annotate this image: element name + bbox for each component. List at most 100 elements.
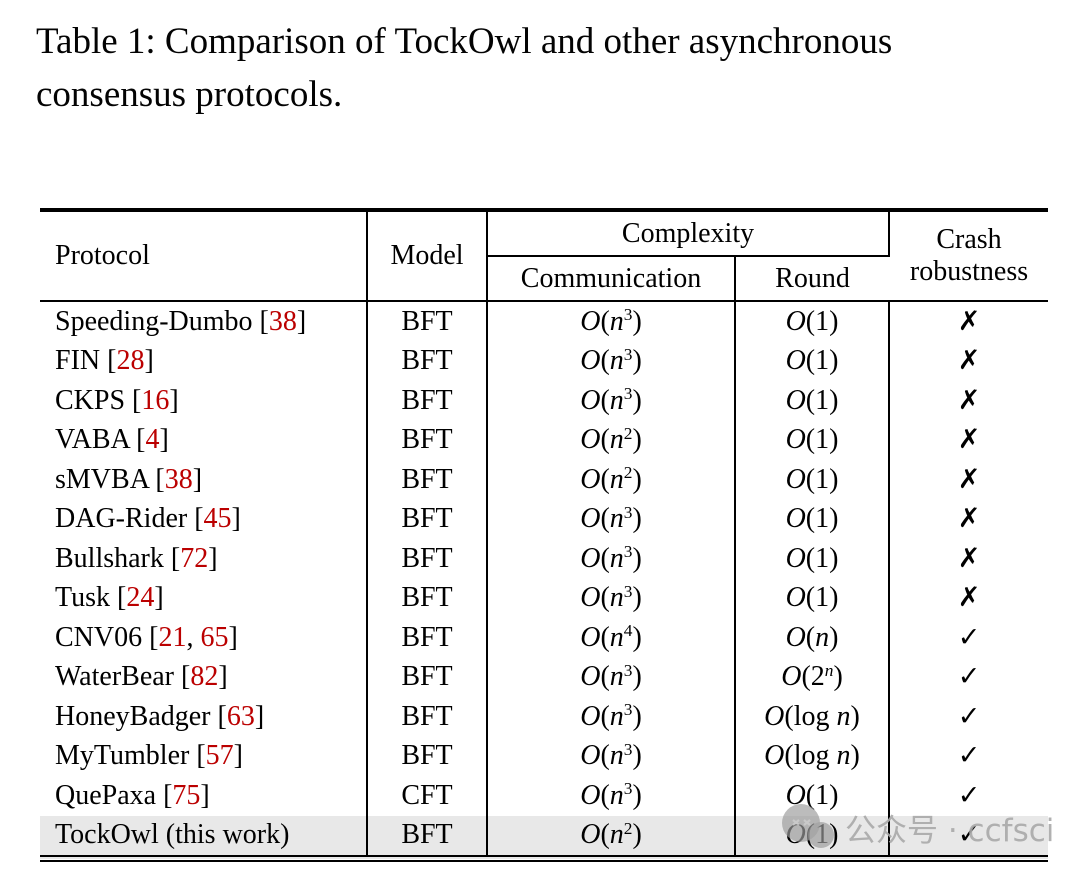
communication-complexity-cell: O(n2)	[487, 460, 736, 500]
table-row: TockOwl (this work) BFT O(n2) O(1) ✓	[40, 815, 1049, 859]
table-row: DAG-Rider [45] BFT O(n3) O(1) ✗	[40, 499, 1048, 540]
table-row: MyTumbler [57] BFT O(n3) O(log n) ✓	[40, 736, 1048, 777]
protocol-cell: HoneyBadger [63]	[40, 697, 368, 737]
crash-robustness-cell: ✓	[889, 737, 1048, 777]
communication-complexity-cell: O(n3)	[487, 539, 736, 579]
check-icon: ✓	[957, 621, 981, 653]
model-cell: BFT	[367, 499, 488, 539]
communication-complexity-cell: O(n3)	[487, 341, 736, 381]
round-complexity-cell: O(1)	[735, 499, 891, 539]
cross-icon: ✗	[957, 463, 981, 495]
crash-robustness-cell: ✓	[889, 697, 1048, 737]
citation-number: 57	[205, 740, 234, 772]
communication-complexity-cell: O(n3)	[487, 578, 736, 618]
crash-robustness-cell: ✓	[889, 776, 1048, 816]
model-cell: BFT	[367, 420, 488, 460]
crash-robustness-cell: ✗	[889, 579, 1048, 619]
table-row: VABA [4] BFT O(n2) O(1) ✗	[40, 420, 1048, 460]
model-cell: BFT	[367, 657, 488, 697]
crash-robustness-cell: ✗	[889, 500, 1048, 540]
cross-icon: ✗	[957, 424, 981, 456]
crash-robustness-cell: ✓	[889, 815, 1049, 859]
model-cell: BFT	[367, 381, 488, 421]
protocol-cell: VABA [4]	[40, 420, 368, 460]
protocol-cell: Tusk [24]	[40, 578, 368, 618]
table-header: Protocol Model Complexity Crash robustne…	[40, 210, 1048, 301]
communication-complexity-cell: O(n4)	[487, 618, 736, 658]
communication-complexity-cell: O(n3)	[487, 499, 736, 539]
cross-icon: ✗	[957, 582, 981, 614]
table-row: sMVBA [38] BFT O(n2) O(1) ✗	[40, 460, 1048, 500]
citation-number: 16	[141, 384, 170, 416]
comparison-table: Protocol Model Complexity Crash robustne…	[40, 208, 1049, 862]
citation-number: 21	[158, 621, 187, 653]
citation-number: 65	[200, 621, 229, 653]
protocol-cell: MyTumbler [57]	[40, 736, 368, 776]
citation-number: 24	[126, 582, 155, 614]
check-icon: ✓	[957, 661, 981, 693]
crash-robustness-cell: ✗	[889, 460, 1048, 500]
round-complexity-cell: O(1)	[735, 420, 891, 460]
citation-number: 4	[145, 424, 160, 456]
round-complexity-cell: O(1)	[735, 815, 891, 859]
column-header-round: Round	[775, 262, 850, 294]
table-row: Tusk [24] BFT O(n3) O(1) ✗	[40, 578, 1048, 619]
communication-complexity-cell: O(n2)	[487, 420, 736, 460]
cross-icon: ✗	[957, 503, 981, 535]
column-header-model: Model	[367, 210, 488, 301]
check-icon: ✓	[957, 779, 981, 811]
model-cell: BFT	[367, 539, 488, 579]
check-icon: ✓	[957, 819, 981, 851]
communication-complexity-cell: O(n3)	[487, 776, 736, 816]
model-cell: BFT	[367, 341, 488, 381]
protocol-cell: WaterBear [82]	[40, 657, 368, 697]
protocol-cell: DAG-Rider [45]	[40, 499, 368, 539]
round-complexity-cell: O(1)	[735, 381, 891, 421]
communication-complexity-cell: O(n3)	[487, 697, 736, 737]
column-header-protocol: Protocol	[40, 210, 368, 301]
table-row: QuePaxa [75] CFT O(n3) O(1) ✓	[40, 776, 1048, 816]
table-body: Speeding-Dumbo [38] BFT O(n3) O(1) ✗ FIN [28]…	[40, 300, 1049, 859]
round-complexity-cell: O(2n)	[735, 657, 891, 697]
cross-icon: ✗	[957, 305, 981, 337]
crash-robustness-cell: ✗	[889, 381, 1048, 421]
model-cell: BFT	[367, 300, 488, 342]
table-row: FIN [28] BFT O(n3) O(1) ✗	[40, 341, 1048, 381]
round-complexity-cell: O(1)	[735, 776, 891, 816]
model-cell: CFT	[367, 776, 488, 816]
model-cell: BFT	[367, 618, 488, 658]
model-cell: BFT	[367, 697, 488, 737]
citation-number: 75	[172, 779, 201, 811]
citation-number: 72	[180, 542, 209, 574]
citation-number: 28	[116, 345, 145, 377]
round-complexity-cell: O(1)	[735, 578, 891, 618]
crash-header-line2: robustness	[909, 256, 1029, 287]
crash-robustness-cell: ✗	[889, 300, 1049, 342]
model-cell: BFT	[367, 578, 488, 618]
protocol-cell: QuePaxa [75]	[40, 776, 368, 816]
check-icon: ✓	[957, 740, 981, 772]
citation-number: 63	[226, 700, 255, 732]
check-icon: ✓	[957, 700, 981, 732]
table-row: CKPS [16] BFT O(n3) O(1) ✗	[40, 381, 1048, 421]
citation-number: 45	[203, 503, 232, 535]
citation-number: 38	[268, 305, 297, 337]
citation-number: 82	[190, 661, 219, 693]
table-row: Bullshark [72] BFT O(n3) O(1) ✗	[40, 539, 1048, 579]
cross-icon: ✗	[957, 542, 981, 574]
communication-complexity-cell: O(n3)	[487, 657, 736, 697]
round-complexity-cell: O(1)	[735, 300, 891, 342]
crash-robustness-cell: ✓	[889, 658, 1048, 698]
crash-header-line1: Crash	[936, 223, 1002, 255]
protocol-cell: Speeding-Dumbo [38]	[40, 300, 368, 342]
communication-complexity-cell: O(n3)	[487, 300, 736, 342]
protocol-cell: CKPS [16]	[40, 381, 368, 421]
column-header-complexity: Complexity	[487, 210, 891, 257]
table-row: CNV06 [21, 65] BFT O(n4) O(n) ✓	[40, 618, 1048, 658]
citation-number: 38	[164, 463, 193, 495]
round-complexity-cell: O(log n)	[735, 736, 891, 776]
protocol-cell: FIN [28]	[40, 341, 368, 381]
model-cell: BFT	[367, 815, 488, 859]
round-complexity-cell: O(1)	[735, 460, 891, 500]
column-header-crash-robustness: Crash robustness	[889, 210, 1048, 301]
